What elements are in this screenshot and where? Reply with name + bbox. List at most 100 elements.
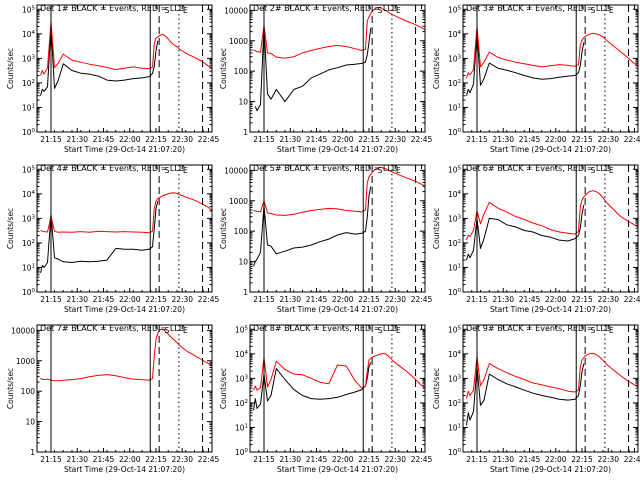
marker-label: S: [378, 326, 383, 335]
plot-frame: [462, 4, 639, 133]
series-lld-line: [253, 166, 426, 216]
y-tick-label: 103: [448, 214, 462, 223]
series-lld-line: [466, 26, 639, 79]
y-tick-label: 10: [238, 98, 248, 107]
x-tick-label: 22:45: [411, 295, 433, 304]
x-tick-label: 22:45: [624, 455, 640, 464]
series-lld-line: [40, 21, 213, 76]
x-tick-label: 22:15: [145, 135, 167, 144]
x-tick-label: 22:15: [571, 135, 593, 144]
x-tick-label: 21:30: [492, 295, 514, 304]
y-tick-label: 105: [448, 5, 462, 14]
panel-det-6: S E 21:15 21:30 21:45 22:00 22:15 22:30 22:45 100…: [432, 164, 640, 314]
y-tick-label: 103: [235, 374, 249, 383]
series-events-line: [466, 204, 585, 261]
y-tick-label: 102: [448, 239, 461, 248]
y-tick-label: 101: [235, 423, 248, 432]
x-tick-label: 21:15: [253, 135, 275, 144]
x-tick-label: 22:45: [411, 135, 433, 144]
y-tick-label: 100: [448, 448, 462, 457]
y-tick-label: 1: [243, 128, 248, 137]
x-tick-label: 22:30: [597, 135, 619, 144]
series-events-line: [40, 26, 159, 96]
x-tick-label: 22:00: [332, 455, 354, 464]
y-tick-label: 105: [448, 165, 462, 174]
panel-det-7: S E 21:15 21:30 21:45 22:00 22:15 22:30 22:45 1 10…: [6, 324, 220, 474]
panel-det-5: S E 21:15 21:30 21:45 22:00 22:15 22:30 22:45 1 10…: [219, 164, 433, 314]
x-tick-label: 21:45: [93, 455, 115, 464]
panel-title: Det 4# BLACK = Events, RED = LLD: [40, 164, 185, 173]
y-tick-label: 104: [235, 350, 249, 359]
x-tick-label: 21:15: [253, 295, 275, 304]
x-tick-label: 22:30: [384, 295, 406, 304]
x-tick-label: 22:45: [411, 455, 433, 464]
y-axis-label: Counts/sec: [219, 208, 228, 249]
y-axis-label: Counts/sec: [6, 48, 15, 89]
series-events-line: [466, 363, 585, 426]
x-tick-label: 21:15: [40, 455, 62, 464]
plot-frame: [36, 324, 213, 453]
series-events-line: [254, 25, 372, 112]
x-tick-label: 21:15: [466, 455, 488, 464]
series-events-line: [253, 186, 372, 267]
marker-label: E: [183, 6, 188, 15]
y-tick-label: 100: [448, 288, 462, 297]
marker-label: S: [165, 166, 170, 175]
y-tick-label: 105: [448, 325, 462, 334]
x-tick-label: 22:15: [358, 295, 380, 304]
series-events-line: [40, 201, 159, 274]
y-axis-label: Counts/sec: [6, 368, 15, 409]
panel-title: Det 7# BLACK = Events, RED = LLD: [40, 324, 185, 333]
x-tick-label: 22:15: [358, 455, 380, 464]
y-tick-label: 10: [25, 418, 35, 427]
panel-title: Det 1# BLACK = Events, RED = LLD: [40, 4, 185, 13]
y-axis-label: Counts/sec: [432, 208, 441, 249]
plot-frame: [249, 324, 426, 453]
y-axis-label: Counts/sec: [432, 368, 441, 409]
y-tick-label: 101: [448, 423, 461, 432]
panel-det-9: S E 21:15 21:30 21:45 22:00 22:15 22:30 22:45 100…: [432, 324, 640, 474]
y-tick-label: 1: [30, 448, 35, 457]
x-axis-label: Start Time (29-Oct-14 21:07:20): [64, 465, 185, 474]
x-tick-label: 22:00: [332, 135, 354, 144]
y-tick-label: 105: [22, 5, 36, 14]
panel-title: Det 6# BLACK = Events, RED = LLD: [466, 164, 611, 173]
x-tick-label: 21:30: [279, 455, 301, 464]
y-tick-label: 103: [22, 54, 36, 63]
y-tick-label: 1: [243, 288, 248, 297]
x-tick-label: 22:30: [171, 295, 193, 304]
series-events-line: [253, 362, 372, 411]
y-tick-label: 1000: [229, 197, 248, 206]
y-axis-label: Counts/sec: [219, 368, 228, 409]
x-tick-label: 22:00: [119, 295, 141, 304]
y-tick-label: 104: [448, 350, 462, 359]
y-tick-label: 102: [448, 79, 461, 88]
series-lld-line: [253, 6, 426, 59]
x-axis-label: Start Time (29-Oct-14 21:07:20): [490, 465, 611, 474]
x-tick-label: 21:30: [279, 135, 301, 144]
y-tick-label: 10: [238, 258, 248, 267]
y-tick-label: 10000: [224, 166, 248, 175]
y-tick-label: 100: [448, 128, 462, 137]
marker-label: S: [378, 6, 383, 15]
x-tick-label: 22:15: [571, 295, 593, 304]
x-tick-label: 21:15: [466, 295, 488, 304]
y-tick-label: 103: [22, 214, 36, 223]
y-tick-label: 104: [22, 190, 36, 199]
x-tick-label: 22:45: [624, 295, 640, 304]
y-tick-label: 102: [235, 399, 248, 408]
series-lld-line: [40, 328, 213, 382]
x-tick-label: 21:45: [306, 455, 328, 464]
x-tick-label: 22:30: [171, 455, 193, 464]
x-tick-label: 22:15: [358, 135, 380, 144]
y-tick-label: 105: [235, 325, 249, 334]
y-tick-label: 102: [22, 239, 35, 248]
series-lld-line: [40, 192, 213, 234]
y-tick-label: 101: [448, 103, 461, 112]
marker-label: E: [609, 326, 614, 335]
x-axis-label: Start Time (29-Oct-14 21:07:20): [64, 145, 185, 154]
plot-frame: [462, 164, 639, 293]
marker-label: S: [591, 326, 596, 335]
plot-frame: [36, 164, 213, 293]
